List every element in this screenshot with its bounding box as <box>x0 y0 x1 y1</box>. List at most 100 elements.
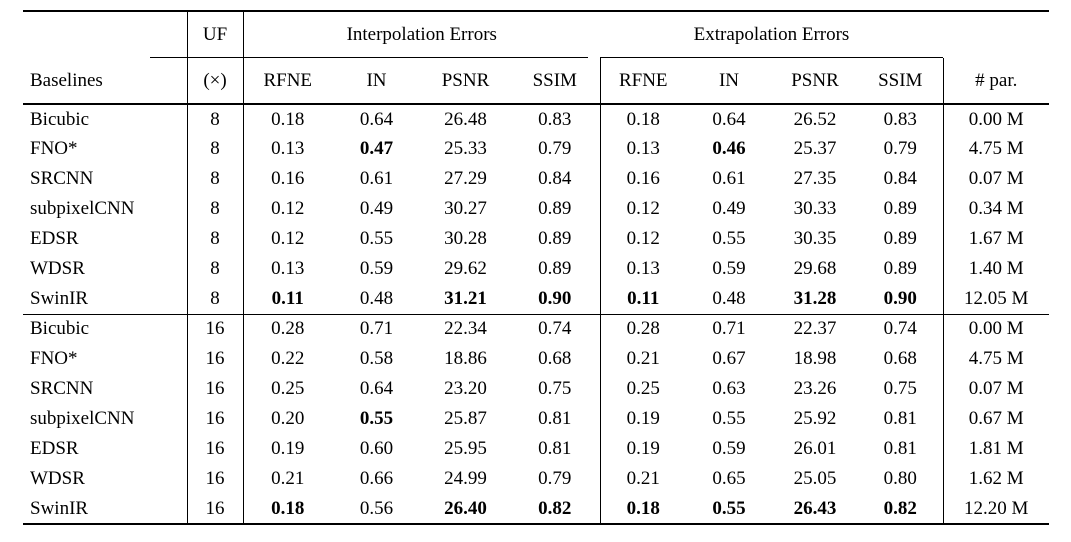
cell-params-value: 0.07 M <box>942 374 1049 404</box>
cell-metric-value: 25.92 <box>793 408 837 429</box>
table-header: UF Interpolation Errors Extrapolation Er… <box>23 11 1049 105</box>
cell-metric-value: 0.12 <box>599 194 686 224</box>
cell-uf-value: 16 <box>186 314 244 344</box>
cell-uf-value: 8 <box>186 164 244 194</box>
cell-params-value: 0.34 M <box>942 194 1049 224</box>
cell-metric-value: 0.28 <box>599 314 686 344</box>
cell-metric-value: 0.74 <box>883 318 917 340</box>
cell-metric-value: 0.71 <box>359 318 394 340</box>
cell-uf-value: 16 <box>186 404 244 434</box>
cell-metric-value: 0.79 <box>538 468 572 489</box>
cell-metric-value: 0.59 <box>712 438 746 459</box>
header-uf-unit: (×) <box>186 58 244 105</box>
table-row: SRCNN 8 0.16 0.61 27.29 0.84 0.16 0.61 27.35 0.84… <box>23 164 1049 194</box>
cell-metric-value: 0.49 <box>712 198 746 219</box>
cell-metric-value: 30.35 <box>793 228 837 249</box>
cell-params-value: 1.67 M <box>942 224 1049 254</box>
cell-baseline: Bicubic <box>30 108 90 130</box>
header-interp-rfne: RFNE <box>243 58 332 105</box>
table-row: SRCNN 16 0.25 0.64 23.20 0.75 0.25 0.63 23.26 0.7… <box>23 374 1049 404</box>
cell-params-value: 4.75 M <box>942 134 1049 164</box>
cell-metric-value: 0.22 <box>271 348 305 369</box>
table-row: WDSR 16 0.21 0.66 24.99 0.79 0.21 0.65 25.05 0.80… <box>23 464 1049 494</box>
cell-metric-value: 0.61 <box>359 168 394 189</box>
cell-baseline: WDSR <box>30 468 85 489</box>
cell-uf-value: 16 <box>186 374 244 404</box>
cell-uf-value: 8 <box>186 224 244 254</box>
cell-metric-value: 0.89 <box>538 258 572 279</box>
cell-uf-value: 16 <box>186 464 244 494</box>
cell-metric-value: 0.65 <box>712 468 746 489</box>
cell-metric-value: 0.68 <box>883 348 917 369</box>
table-row: FNO* 16 0.22 0.58 18.86 0.68 0.21 0.67 18.98 0.68… <box>23 344 1049 374</box>
cell-metric-value: 0.21 <box>599 344 686 374</box>
cell-metric-value: 0.89 <box>538 228 572 249</box>
header-spacer-right <box>943 11 1049 58</box>
cell-metric-value: 0.25 <box>271 378 305 399</box>
cell-metric-value: 18.86 <box>444 348 487 369</box>
header-extrap-psnr: PSNR <box>772 58 858 105</box>
cell-metric-value: 22.34 <box>444 318 487 340</box>
cell-metric-value: 0.74 <box>538 318 572 340</box>
cell-uf-value: 8 <box>186 134 244 164</box>
column-header-row: Baselines (×) RFNE IN PSNR SSIM RFNE IN … <box>23 58 1049 105</box>
cell-metric-value: 29.62 <box>444 258 487 279</box>
cell-metric-value: 0.18 <box>599 494 686 524</box>
cell-metric-value: 0.81 <box>883 438 917 459</box>
cell-metric-value: 0.64 <box>359 108 394 130</box>
cell-uf-value: 16 <box>186 344 244 374</box>
cell-metric-value: 29.68 <box>793 258 837 279</box>
table-body: Bicubic 8 0.18 0.64 26.48 0.83 0.18 0.64 26.52 0.… <box>23 104 1049 524</box>
cell-metric-value: 0.49 <box>359 198 394 219</box>
cell-metric-value: 0.81 <box>883 408 917 429</box>
cell-metric-value: 23.20 <box>444 378 487 399</box>
cell-metric-value: 0.12 <box>599 224 686 254</box>
cell-metric-value: 0.48 <box>332 284 421 315</box>
cell-metric-value: 26.52 <box>793 108 837 130</box>
header-baselines: Baselines <box>23 58 187 105</box>
cell-metric-value: 30.28 <box>444 228 487 249</box>
cell-uf-value: 8 <box>186 254 244 284</box>
cell-metric-value: 0.59 <box>712 258 746 279</box>
cell-metric-value: 0.56 <box>359 497 394 519</box>
cell-metric-value: 0.61 <box>712 168 746 189</box>
table-row: SwinIR 16 0.18 0.56 26.40 0.82 0.18 0.55 26.43 0.… <box>23 494 1049 524</box>
cell-metric-value: 0.90 <box>510 284 600 315</box>
cell-metric-value: 30.33 <box>793 198 837 219</box>
header-interp-ssim: SSIM <box>510 58 600 105</box>
cell-metric-value: 22.37 <box>793 318 837 340</box>
cell-metric-value: 0.13 <box>599 134 686 164</box>
cell-baseline: SwinIR <box>30 497 89 519</box>
cell-metric-value: 26.40 <box>444 497 487 519</box>
cell-metric-value: 0.55 <box>712 408 746 429</box>
header-extrapolation-errors: Extrapolation Errors <box>600 11 943 58</box>
cell-metric-value: 0.63 <box>712 378 746 399</box>
table-row: subpixelCNN 16 0.20 0.55 25.87 0.81 0.19 0.55 25… <box>23 404 1049 434</box>
cell-metric-value: 26.48 <box>444 108 487 130</box>
cell-metric-value: 0.58 <box>359 348 394 369</box>
cell-metric-value: 23.26 <box>793 378 837 399</box>
cell-metric-value: 0.64 <box>712 108 746 130</box>
cell-metric-value: 0.83 <box>538 108 572 130</box>
cell-metric-value: 0.84 <box>538 168 572 189</box>
cell-metric-value: 25.95 <box>444 438 487 459</box>
cell-metric-value: 0.13 <box>599 254 686 284</box>
table-row: EDSR 8 0.12 0.55 30.28 0.89 0.12 0.55 30.35 0.89 1… <box>23 224 1049 254</box>
cell-baseline: Bicubic <box>30 318 90 340</box>
header-extrap-ssim: SSIM <box>858 58 943 105</box>
table-row: Bicubic 8 0.18 0.64 26.48 0.83 0.18 0.64 26.52 0.… <box>23 104 1049 134</box>
cell-metric-value: 0.68 <box>538 348 572 369</box>
cell-metric-value: 26.43 <box>793 497 837 519</box>
results-table: UF Interpolation Errors Extrapolation Er… <box>23 10 1049 525</box>
cell-metric-value: 0.25 <box>599 374 686 404</box>
cell-metric-value: 25.37 <box>793 138 837 159</box>
cell-baseline: subpixelCNN <box>30 408 135 429</box>
cell-uf-value: 8 <box>186 284 244 315</box>
cell-metric-value: 25.33 <box>444 138 487 159</box>
cell-metric-value: 0.11 <box>243 284 332 315</box>
cell-metric-value: 27.35 <box>793 168 837 189</box>
cell-baseline: FNO* <box>30 348 78 369</box>
cell-params-value: 1.40 M <box>942 254 1049 284</box>
cell-metric-value: 0.89 <box>883 228 917 249</box>
cell-baseline: FNO* <box>30 138 78 159</box>
